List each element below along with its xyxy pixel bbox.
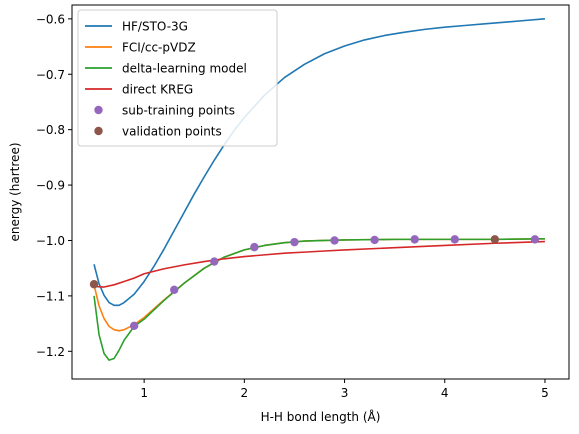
y-tick-label: −1.0 — [36, 234, 65, 248]
y-tick-label: −0.7 — [36, 68, 65, 82]
data-point — [89, 280, 99, 289]
data-point — [530, 235, 540, 244]
data-point — [490, 235, 500, 244]
y-tick-label: −1.2 — [36, 345, 65, 359]
data-point — [410, 235, 419, 244]
legend: HF/STO-3G FCI/cc-pVDZ delta-learning model… — [77, 9, 278, 147]
data-point — [129, 321, 139, 331]
y-tick-label: −0.6 — [36, 12, 65, 26]
legend-box — [77, 9, 278, 147]
series-line-3 — [93, 240, 545, 288]
y-tick-label: −0.9 — [36, 179, 65, 193]
legend-label: direct KREG — [122, 83, 193, 97]
legend-label: HF/STO-3G — [122, 20, 188, 34]
data-point — [170, 285, 179, 294]
data-point — [250, 242, 259, 252]
legend-swatch — [94, 126, 103, 136]
x-tick-label: 1 — [140, 386, 148, 400]
data-point — [450, 235, 459, 244]
data-point — [290, 237, 299, 247]
series-line-2 — [93, 238, 545, 361]
series-layer — [89, 18, 546, 361]
data-point — [370, 235, 379, 245]
x-axis: 1 2 3 4 5 — [140, 379, 549, 400]
data-point — [330, 236, 339, 245]
x-tick-label: 4 — [441, 386, 449, 400]
y-tick-label: −0.8 — [36, 123, 65, 137]
legend-label: sub-training points — [122, 104, 235, 118]
y-axis: −1.2 −1.1 −1.0 −0.9 −0.8 −0.7 −0.6 — [36, 12, 72, 359]
legend-swatch — [94, 105, 103, 115]
plot-frame — [71, 4, 570, 380]
x-axis-label: H-H bond length (Å) — [261, 409, 381, 424]
y-tick-label: −1.1 — [36, 289, 65, 303]
data-point — [210, 257, 219, 266]
x-tick-label: 3 — [341, 386, 349, 400]
y-axis-label: energy (hartree) — [8, 142, 22, 241]
legend-label: validation points — [122, 125, 222, 139]
x-tick-label: 2 — [241, 386, 249, 400]
legend-label: delta-learning model — [122, 62, 247, 76]
legend-label: FCI/cc-pVDZ — [122, 41, 196, 55]
x-tick-label: 5 — [541, 386, 549, 400]
